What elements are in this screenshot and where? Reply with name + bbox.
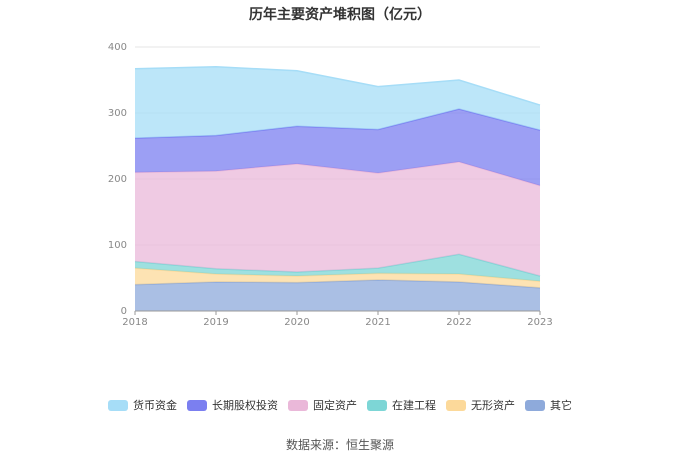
- legend-item[interactable]: 在建工程: [367, 397, 436, 413]
- legend-swatch: [446, 399, 466, 411]
- legend-swatch: [288, 399, 308, 411]
- legend-item[interactable]: 其它: [525, 397, 572, 413]
- legend-label: 在建工程: [392, 399, 436, 412]
- y-tick-label: 0: [121, 306, 127, 317]
- legend-label: 长期股权投资: [212, 399, 278, 412]
- legend-swatch: [367, 399, 387, 411]
- y-tick-label: 400: [108, 42, 127, 53]
- area-series-无形资产: [135, 268, 540, 288]
- legend-swatch: [108, 399, 128, 411]
- chart-title: 历年主要资产堆积图（亿元）: [249, 7, 431, 23]
- area-edge-货币资金: [134, 66, 541, 106]
- x-tick-label: 2021: [365, 317, 390, 328]
- legend: 货币资金 长期股权投资 固定资产 在建工程 无形资产 其它: [0, 397, 680, 413]
- area-series-货币资金: [135, 66, 540, 139]
- legend-item[interactable]: 货币资金: [108, 397, 177, 413]
- axis-layer: 0 100 200 300 400 2018 2019 2020 2021 2022 2023: [108, 42, 553, 328]
- data-source: 数据来源：恒生聚源: [285, 438, 394, 452]
- x-tick-label: 2019: [203, 317, 228, 328]
- legend-label: 无形资产: [471, 399, 515, 412]
- legend-swatch: [525, 399, 545, 411]
- legend-label: 固定资产: [313, 399, 357, 412]
- area-series-在建工程: [135, 254, 540, 282]
- x-tick-label: 2022: [446, 317, 471, 328]
- x-tick-label: 2018: [122, 317, 147, 328]
- legend-item[interactable]: 无形资产: [446, 397, 515, 413]
- area-series-其它: [135, 279, 540, 311]
- area-series-固定资产: [135, 161, 540, 277]
- y-tick-label: 100: [108, 240, 127, 251]
- legend-label: 其它: [550, 399, 572, 412]
- legend-swatch: [187, 399, 207, 411]
- legend-label: 货币资金: [133, 399, 177, 412]
- legend-item[interactable]: 长期股权投资: [187, 397, 278, 413]
- area-series-长期股权投资: [135, 109, 540, 186]
- area-layer: [134, 66, 541, 311]
- x-tick-label: 2020: [284, 317, 309, 328]
- x-tick-label: 2023: [527, 317, 552, 328]
- legend-item[interactable]: 固定资产: [288, 397, 357, 413]
- y-tick-label: 300: [108, 108, 127, 119]
- y-tick-label: 200: [108, 174, 127, 185]
